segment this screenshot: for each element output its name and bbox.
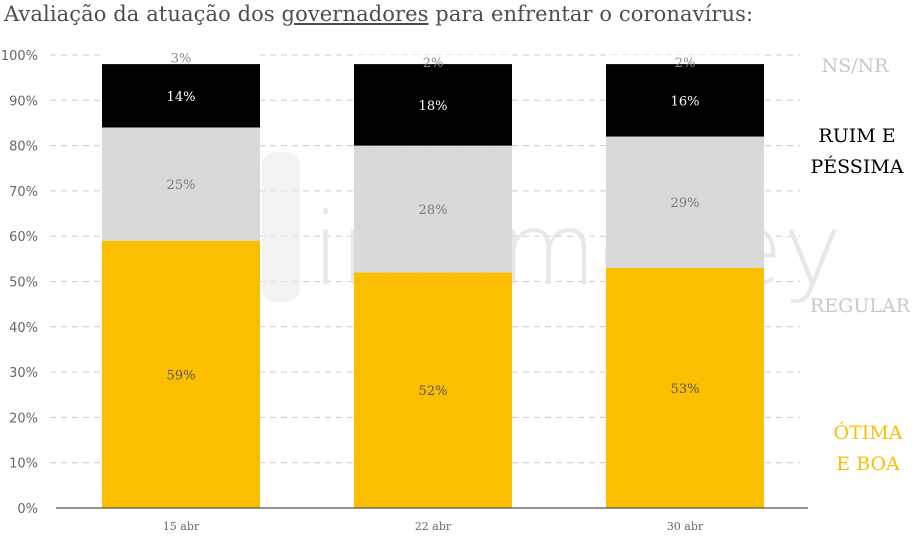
bar-segment-nsnr	[606, 55, 764, 65]
data-label-otima-boa: 52%	[419, 384, 448, 399]
y-tick-label: 70%	[9, 185, 38, 200]
bar-segment-otima-boa	[354, 272, 512, 508]
bar-segment-otima-boa	[102, 240, 260, 509]
label-otima-boa: E BOA	[836, 453, 900, 475]
bar-segment-regular	[354, 145, 512, 273]
label-ruim-pessima: RUIM E	[818, 125, 895, 147]
x-tick-label: 30 abr	[667, 520, 704, 533]
bar-segment-nsnr	[102, 50, 260, 65]
data-label-otima-boa: 53%	[671, 382, 700, 397]
data-label-regular: 25%	[167, 178, 196, 193]
y-tick-label: 90%	[9, 94, 38, 109]
bar-segment-ruim-pessima	[102, 64, 260, 128]
x-tick-label: 22 abr	[415, 520, 452, 533]
chart-title: Avaliação da atuação dos governadores pa…	[4, 2, 753, 26]
bar-segment-nsnr	[354, 55, 512, 65]
data-label-nsnr: 2%	[423, 56, 444, 71]
data-label-otima-boa: 59%	[167, 368, 196, 383]
x-tick-label: 15 abr	[163, 520, 200, 533]
bar-segment-ruim-pessima	[606, 64, 764, 137]
title-link-governadores[interactable]: governadores	[281, 2, 429, 26]
label-otima-boa: ÓTIMA	[834, 421, 903, 444]
y-tick-label: 40%	[9, 321, 38, 336]
y-tick-label: 30%	[9, 366, 38, 381]
data-label-ruim-pessima: 16%	[671, 94, 700, 109]
title-part-2: para enfrentar o coronavírus:	[428, 2, 754, 26]
bar-segment-ruim-pessima	[354, 64, 512, 146]
watermark-logo-icon	[262, 152, 300, 302]
label-ruim-pessima: PÉSSIMA	[810, 155, 903, 178]
bar-segment-regular	[102, 127, 260, 241]
bar-segment-otima-boa	[606, 267, 764, 508]
data-label-nsnr: 3%	[171, 51, 192, 66]
y-tick-label: 10%	[9, 457, 38, 472]
y-tick-label: 60%	[9, 230, 38, 245]
y-tick-label: 80%	[9, 140, 38, 155]
y-tick-label: 20%	[9, 411, 38, 426]
y-tick-label: 0%	[17, 502, 38, 517]
bar-segment-regular	[606, 136, 764, 268]
data-label-nsnr: 2%	[675, 56, 696, 71]
label-regular: REGULAR	[810, 295, 911, 317]
data-label-ruim-pessima: 14%	[167, 90, 196, 105]
data-label-regular: 29%	[671, 196, 700, 211]
label-nsnr: NS/NR	[822, 55, 890, 77]
y-tick-label: 50%	[9, 276, 38, 291]
y-tick-label: 100%	[1, 49, 38, 64]
title-part-1: Avaliação da atuação dos	[4, 2, 282, 26]
data-label-ruim-pessima: 18%	[419, 99, 448, 114]
data-label-regular: 28%	[419, 203, 448, 218]
